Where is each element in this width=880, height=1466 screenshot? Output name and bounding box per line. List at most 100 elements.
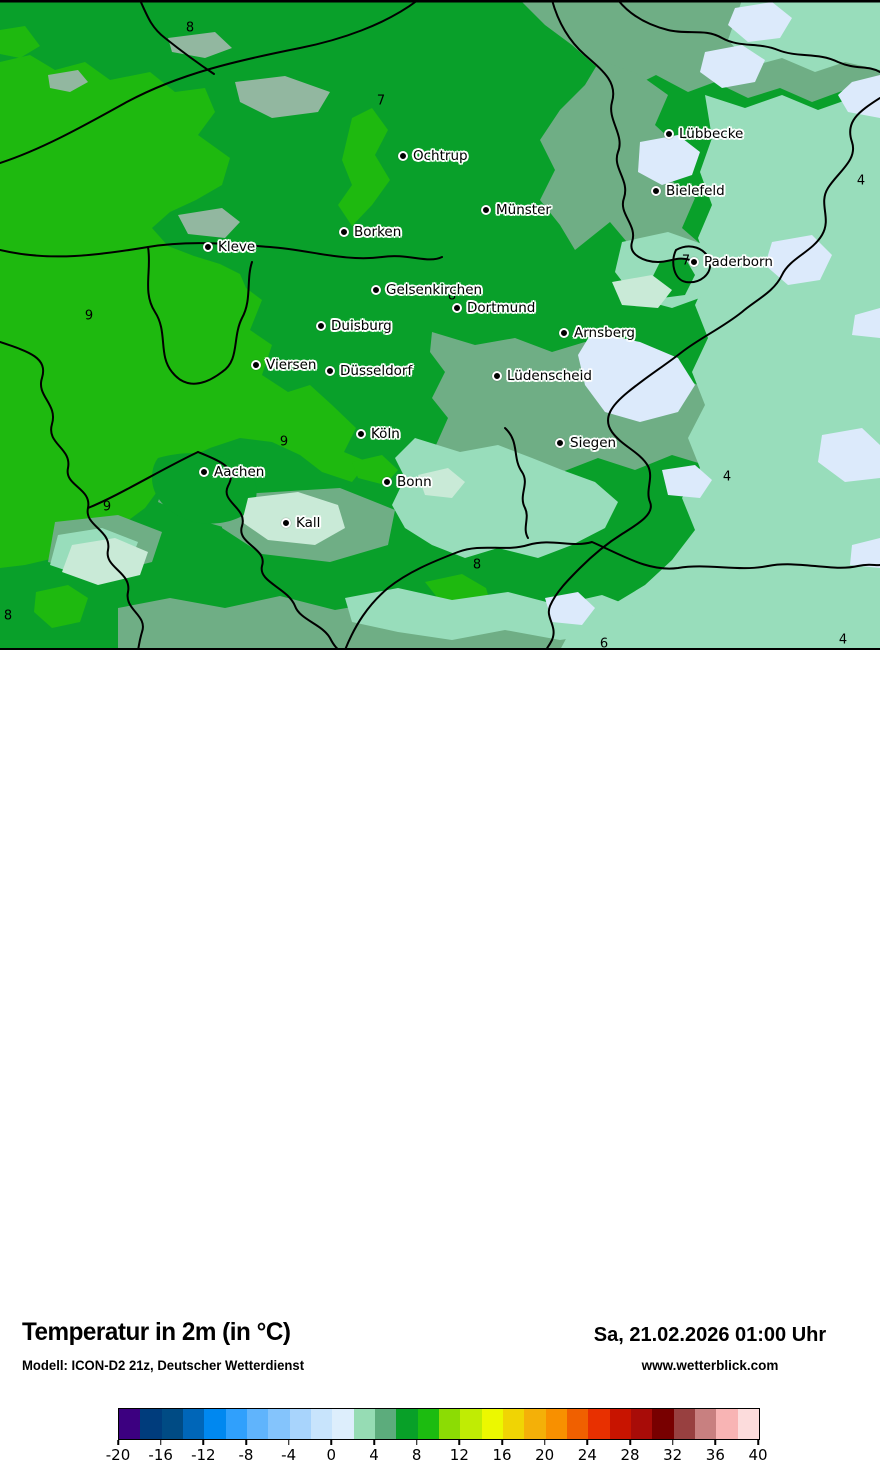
city-label: Düsseldorf (340, 363, 413, 379)
legend-tick-label: 12 (449, 1445, 469, 1464)
legend-cell (374, 1409, 397, 1439)
city-dot-icon (251, 360, 261, 370)
temp-value-label: 4 (722, 469, 732, 485)
legend-cell (310, 1409, 333, 1439)
legend-cell (268, 1409, 290, 1439)
city-label: Bonn (397, 474, 432, 490)
city-marker-viersen: Viersen (251, 357, 316, 373)
city-dot-icon (199, 467, 209, 477)
legend-tick-label: 0 (326, 1445, 337, 1464)
legend-cell (737, 1409, 759, 1439)
legend-cell (588, 1409, 610, 1439)
city-marker-ldenscheid: Lüdenscheid (492, 368, 592, 384)
map-title: Temperatur in 2m (in °C) (22, 1318, 291, 1346)
legend-cell (246, 1409, 269, 1439)
temp-value-label: 9 (279, 434, 289, 450)
legend-tickmark (159, 1439, 162, 1445)
legend-cell (524, 1409, 546, 1439)
city-marker-kall: Kall (281, 515, 320, 531)
temp-value-label: 6 (599, 636, 609, 651)
city-dot-icon (339, 227, 349, 237)
legend-tickmark (501, 1439, 503, 1445)
city-marker-paderborn: Paderborn (689, 254, 773, 270)
city-label: Lüdenscheid (507, 368, 592, 384)
city-dot-icon (325, 366, 335, 376)
city-dot-icon (492, 371, 502, 381)
legend-cell (460, 1409, 482, 1439)
city-marker-bielefeld: Bielefeld (651, 183, 725, 199)
city-label: Dortmund (467, 300, 536, 316)
footer: Temperatur in 2m (in °C) Modell: ICON-D2… (0, 650, 880, 1464)
city-label: Duisburg (331, 318, 392, 334)
city-label: Aachen (214, 464, 265, 480)
map-bottom-border (0, 648, 880, 650)
legend-tickmark (586, 1439, 589, 1445)
city-dot-icon (316, 321, 326, 331)
city-marker-kln: Köln (356, 426, 400, 442)
legend-cell (417, 1409, 439, 1439)
legend-cell (161, 1409, 183, 1439)
city-label: Arnsberg (574, 325, 635, 341)
legend-tickmark (415, 1439, 418, 1445)
legend-tickmark (458, 1439, 461, 1445)
temp-value-label: 8 (3, 608, 13, 624)
legend-cell (140, 1409, 162, 1439)
legend-tickmark (714, 1439, 717, 1445)
model-info: Modell: ICON-D2 21z, Deutscher Wetterdie… (22, 1358, 305, 1373)
city-dot-icon (664, 129, 674, 139)
legend-tick-label: 24 (577, 1445, 597, 1464)
legend-cell (673, 1409, 695, 1439)
city-dot-icon (689, 257, 699, 267)
city-label: Kall (296, 515, 321, 531)
legend-cell (545, 1409, 567, 1439)
city-label: Siegen (570, 435, 617, 451)
forecast-datetime: Sa, 21.02.2026 01:00 Uhr (593, 1324, 827, 1346)
city-dot-icon (382, 477, 392, 487)
city-marker-duisburg: Duisburg (316, 318, 392, 334)
legend-cell (225, 1409, 247, 1439)
city-label: Paderborn (704, 254, 773, 270)
city-marker-ochtrup: Ochtrup (398, 148, 468, 164)
city-dot-icon (481, 205, 491, 215)
legend-tick-label: -16 (148, 1445, 173, 1464)
region-pale-blue (545, 2, 880, 625)
temp-label-layer: 8 7 8 7 4 9 9 9 4 8 8 6 4 (0, 0, 880, 651)
legend-tickmark (629, 1439, 631, 1445)
legend-tick-label: -8 (238, 1445, 254, 1464)
city-label: Viersen (266, 357, 317, 373)
legend-cell (438, 1409, 461, 1439)
city-marker-aachen: Aachen (199, 464, 264, 480)
legend-tick-label: -12 (191, 1445, 216, 1464)
temp-value-label: 7 (376, 93, 386, 109)
legend-tick-label: 28 (620, 1445, 640, 1464)
city-marker-arnsberg: Arnsberg (559, 325, 635, 341)
city-label: Lübbecke (679, 126, 744, 142)
region-light-mint (62, 275, 672, 585)
city-marker-bonn: Bonn (382, 474, 432, 490)
legend-tickmark (245, 1439, 247, 1445)
legend-cell (694, 1409, 717, 1439)
legend-cell (204, 1409, 226, 1439)
temp-value-label: 9 (102, 499, 112, 515)
legend-tick-label: -4 (281, 1445, 297, 1464)
city-dot-icon (398, 151, 408, 161)
city-dot-icon (281, 518, 291, 528)
legend-cell (566, 1409, 589, 1439)
city-dot-icon (371, 285, 381, 295)
legend-bar (118, 1408, 760, 1440)
city-label: Kleve (218, 239, 256, 255)
temp-value-label: 7 (681, 253, 691, 269)
legend-cell (182, 1409, 205, 1439)
city-marker-dortmund: Dortmund (452, 300, 535, 316)
weather-map: 8 7 8 7 4 9 9 9 4 8 8 6 4 Kleve Ochtrup Borken Münster L… (0, 0, 880, 650)
legend-tick-label: 36 (705, 1445, 725, 1464)
legend-tick-label: 8 (411, 1445, 422, 1464)
legend-tickmark (373, 1439, 375, 1445)
legend-tickmark (330, 1439, 333, 1445)
region-bright-green (0, 26, 492, 634)
legend-tickmark (543, 1439, 546, 1445)
city-dot-icon (559, 328, 569, 338)
city-marker-dsseldorf: Düsseldorf (325, 363, 412, 379)
legend-cell (716, 1409, 738, 1439)
city-dot-icon (651, 186, 661, 196)
